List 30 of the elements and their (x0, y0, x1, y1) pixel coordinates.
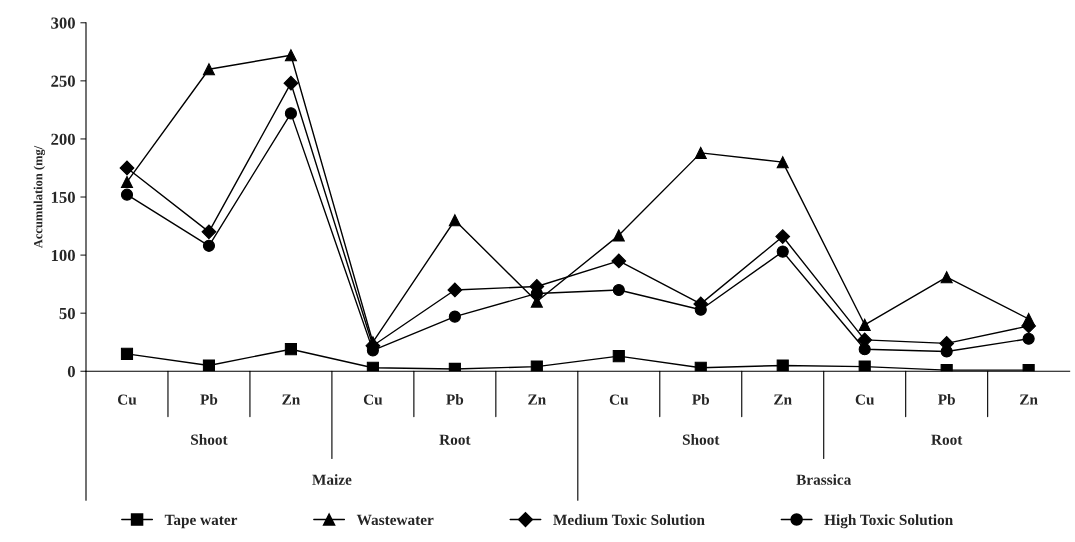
y-tick-label: 0 (67, 365, 75, 378)
x-tick-label: Pb (692, 393, 710, 405)
x-tick-label: Zn (774, 394, 792, 405)
x-tick-label: Zn (528, 394, 546, 405)
y-tick-label: 300 (51, 17, 75, 29)
legend-label: Medium Toxic Solution (553, 514, 705, 526)
text: Shoot (682, 434, 720, 445)
y-tick-label: 100 (51, 249, 75, 262)
text: Root (931, 434, 963, 445)
legend-label: Tape water (164, 514, 238, 529)
text: Root (439, 434, 471, 445)
x-tick-label: Pb (446, 393, 464, 405)
x-tick-label: Pb (938, 393, 955, 405)
legend-label: Wastewater (356, 514, 434, 526)
legend-label: High Toxic Solution (824, 514, 953, 529)
x-tick-label: Zn (1020, 394, 1038, 405)
y-tick-label: 150 (51, 191, 75, 203)
y-tick-label: 250 (51, 75, 75, 87)
text: Shoot (191, 434, 228, 445)
text: Maize (312, 474, 352, 485)
x-tick-label: Cu (855, 394, 875, 405)
y-tick-label: 200 (51, 133, 75, 145)
x-tick-label: Zn (282, 394, 301, 405)
y-tick-label: 50 (59, 307, 75, 320)
x-tick-label: Cu (609, 394, 629, 405)
text: Brassica (796, 474, 852, 485)
x-tick-label: Pb (200, 393, 218, 405)
x-tick-label: Cu (363, 394, 383, 405)
x-tick-label: Cu (117, 394, 137, 405)
y-axis-title: Accumulation (mg/ (33, 145, 46, 249)
